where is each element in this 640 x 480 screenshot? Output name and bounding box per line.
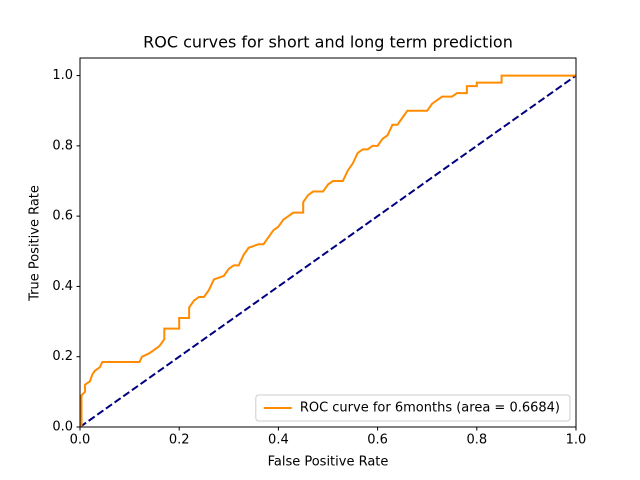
x-tick-label: 0.2 — [169, 433, 190, 448]
y-axis-label: True Positive Rate — [28, 185, 43, 302]
legend-box — [255, 394, 571, 422]
y-tick-label: 0.4 — [52, 279, 73, 294]
x-tick-label: 0.8 — [466, 433, 487, 448]
y-tick-label: 1.0 — [52, 68, 73, 83]
y-tick-label: 0.8 — [52, 138, 73, 153]
y-tick-label: 0.0 — [52, 420, 73, 435]
y-tick-label: 0.2 — [52, 349, 73, 364]
y-tick-label: 0.6 — [52, 209, 73, 224]
legend: ROC curve for 6months (area = 0.6684) — [255, 394, 571, 422]
chart-title: ROC curves for short and long term predi… — [143, 33, 513, 52]
x-tick-label: 0.4 — [268, 433, 289, 448]
x-tick-label: 0.0 — [70, 433, 91, 448]
legend-label: ROC curve for 6months (area = 0.6684) — [300, 401, 560, 416]
x-axis-label: False Positive Rate — [268, 455, 389, 470]
plot-frame — [79, 57, 577, 428]
x-tick-label: 0.6 — [367, 433, 388, 448]
series-line — [80, 74, 576, 427]
x-tick-label: 1.0 — [566, 433, 587, 448]
series-line — [80, 74, 576, 427]
